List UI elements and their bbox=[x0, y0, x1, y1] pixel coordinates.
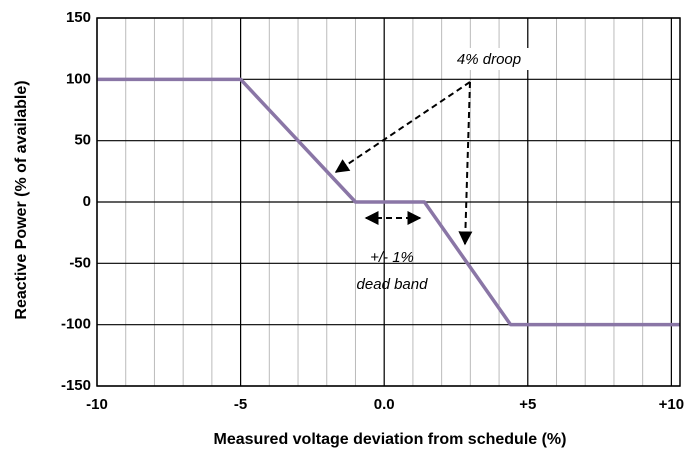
x-tick-label: +10 bbox=[659, 396, 684, 413]
x-tick-label: -5 bbox=[234, 396, 247, 413]
y-axis-label: Reactive Power (% of available) bbox=[13, 80, 30, 319]
arrow bbox=[458, 81, 473, 246]
y-tick-label: 0 bbox=[83, 193, 91, 210]
y-tick-label: 150 bbox=[66, 9, 91, 26]
annotation-arrows bbox=[334, 81, 473, 246]
y-tick-label: -150 bbox=[61, 377, 91, 394]
label-bg bbox=[448, 48, 530, 70]
x-axis-label: Measured voltage deviation from schedule… bbox=[214, 431, 567, 448]
y-tick-label: 50 bbox=[74, 132, 91, 149]
arrow bbox=[334, 81, 471, 173]
y-tick-label: 100 bbox=[66, 70, 91, 87]
annotation: 4% droop bbox=[457, 51, 521, 68]
y-tick-label: -100 bbox=[61, 316, 91, 333]
annotation: +/- 1% bbox=[370, 249, 414, 266]
x-tick-label: +5 bbox=[519, 396, 536, 413]
x-tick-label: 0.0 bbox=[374, 396, 395, 413]
x-tick-label: -10 bbox=[86, 396, 108, 413]
data-line bbox=[97, 77, 680, 327]
annotation: dead band bbox=[357, 276, 429, 293]
y-tick-label: -50 bbox=[69, 254, 91, 271]
plot-frame bbox=[96, 17, 681, 387]
